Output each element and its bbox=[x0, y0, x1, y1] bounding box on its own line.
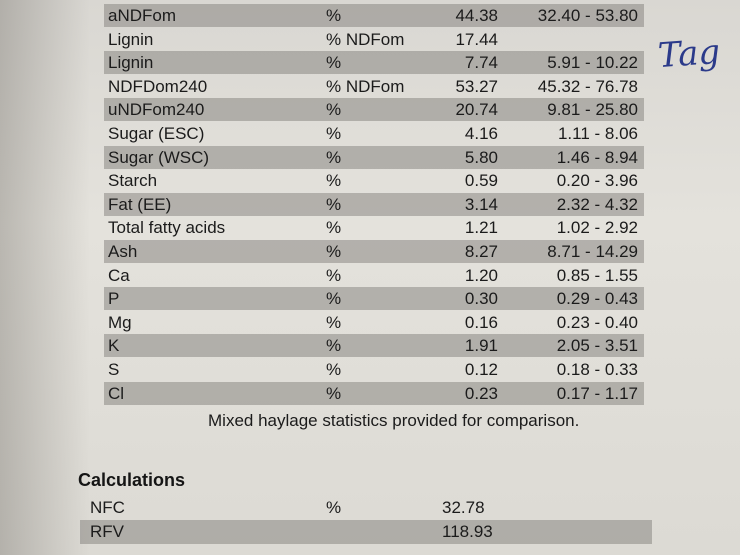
unit-cell: % NDFom bbox=[326, 29, 405, 49]
nutrient-name: S bbox=[108, 360, 120, 379]
nutrient-name: Sugar (ESC) bbox=[108, 124, 205, 143]
unit-cell: % bbox=[326, 171, 342, 191]
table-row: Sugar (WSC)% 5.80 1.46 - 8.94 bbox=[104, 145, 644, 169]
comparison-note: Mixed haylage statistics provided for co… bbox=[208, 411, 580, 430]
calc-row: RFV 118.93 bbox=[80, 520, 652, 544]
nutrient-name: Total fatty acids bbox=[108, 218, 226, 238]
value-cell: 5.80 bbox=[464, 147, 498, 167]
range-cell: 1.02 - 2.92 bbox=[556, 218, 638, 238]
nutrient-name: Fat (EE) bbox=[108, 194, 172, 214]
nutrient-name: Ash bbox=[108, 242, 138, 261]
table-row: Cl% 0.23 0.17 - 1.17 bbox=[104, 381, 644, 405]
range-cell: 0.23 - 0.40 bbox=[556, 312, 638, 332]
unit-cell: % bbox=[326, 383, 342, 403]
calc-value: 118.93 bbox=[442, 522, 493, 541]
nutrient-name: Lignin bbox=[108, 53, 154, 73]
range-cell: 2.05 - 3.51 bbox=[556, 336, 638, 356]
range-cell: 45.32 - 76.78 bbox=[537, 76, 638, 96]
value-cell: 0.12 bbox=[464, 360, 498, 379]
table-row: S% 0.12 0.18 - 0.33 bbox=[104, 358, 644, 381]
nutrient-name: NDFDom240 bbox=[108, 76, 208, 96]
unit-cell: % bbox=[326, 6, 342, 25]
range-cell: 2.32 - 4.32 bbox=[556, 194, 638, 214]
table-row: Fat (EE)% 3.14 2.32 - 4.32 bbox=[104, 192, 644, 216]
table-row: Sugar (ESC)% 4.16 1.11 - 8.06 bbox=[104, 122, 644, 145]
table-row: Lignin % NDFom 17.44 bbox=[104, 28, 644, 51]
unit-cell: % bbox=[326, 100, 342, 120]
unit-cell: % bbox=[326, 242, 342, 261]
table-row: Total fatty acids% 1.21 1.02 - 2.92 bbox=[104, 216, 644, 239]
value-cell: 0.59 bbox=[464, 171, 498, 191]
range-cell: 9.81 - 25.80 bbox=[547, 100, 638, 120]
unit-cell: % bbox=[326, 218, 342, 238]
unit-cell: % bbox=[326, 312, 342, 332]
unit-cell: % bbox=[326, 336, 342, 356]
value-cell: 44.38 bbox=[455, 6, 498, 25]
nutrient-name: Starch bbox=[108, 171, 158, 191]
unit-cell: % bbox=[326, 147, 342, 167]
page-shadow bbox=[0, 0, 90, 555]
value-cell: 3.14 bbox=[464, 194, 498, 214]
calc-name: RFV bbox=[90, 522, 124, 541]
range-cell: 1.11 - 8.06 bbox=[557, 124, 638, 143]
value-cell: 1.20 bbox=[464, 265, 498, 285]
value-cell: 20.74 bbox=[455, 100, 498, 120]
value-cell: 7.74 bbox=[464, 53, 498, 73]
range-cell: 0.85 - 1.55 bbox=[556, 265, 638, 285]
value-cell: 0.23 bbox=[464, 383, 498, 403]
value-cell: 17.44 bbox=[455, 29, 498, 49]
range-cell: 0.20 - 3.96 bbox=[556, 171, 638, 191]
value-cell: 53.27 bbox=[455, 76, 498, 96]
table-row: Mg% 0.16 0.23 - 0.40 bbox=[104, 311, 644, 334]
unit-cell: % bbox=[326, 124, 342, 143]
calc-row: NFC% 32.78 bbox=[80, 496, 652, 520]
range-cell: 8.71 - 14.29 bbox=[547, 242, 638, 261]
value-cell: 0.30 bbox=[464, 289, 498, 309]
table-row: NDFDom240 % NDFom 53.27 45.32 - 76.78 bbox=[104, 75, 644, 98]
table-row: K% 1.91 2.05 - 3.51 bbox=[104, 334, 644, 358]
calculations-heading: Calculations bbox=[78, 470, 186, 490]
value-cell: 8.27 bbox=[464, 242, 498, 261]
table-row: P% 0.30 0.29 - 0.43 bbox=[104, 287, 644, 311]
table-row: uNDFom240% 20.74 9.81 - 25.80 bbox=[104, 98, 644, 122]
value-cell: 1.91 bbox=[464, 336, 498, 356]
nutrient-name: Cl bbox=[108, 383, 125, 403]
unit-cell: % bbox=[326, 53, 342, 73]
nutrient-name: Mg bbox=[108, 312, 132, 332]
table-row: Starch% 0.59 0.20 - 3.96 bbox=[104, 169, 644, 192]
range-cell: 0.29 - 0.43 bbox=[556, 289, 638, 309]
value-cell: 1.21 bbox=[464, 218, 498, 238]
table-row: Lignin% 7.74 5.91 - 10.22 bbox=[104, 51, 644, 75]
unit-cell: % NDFom bbox=[326, 76, 405, 96]
nutrient-name: Ca bbox=[108, 265, 130, 285]
handwritten-note: Tag bbox=[656, 31, 722, 77]
table-row: Ca% 1.20 0.85 - 1.55 bbox=[104, 264, 644, 287]
table-row: Ash% 8.27 8.71 - 14.29 bbox=[104, 240, 644, 263]
range-cell: 32.40 - 53.80 bbox=[537, 6, 638, 25]
value-cell: 0.16 bbox=[464, 312, 498, 332]
unit-cell: % bbox=[326, 194, 342, 214]
range-cell: 1.46 - 8.94 bbox=[556, 147, 638, 167]
range-cell: 0.18 - 0.33 bbox=[556, 360, 638, 379]
table-row: aNDFom% 44.38 32.40 - 53.80 bbox=[104, 4, 644, 27]
nutrient-name: Lignin bbox=[108, 29, 154, 49]
nutrient-name: K bbox=[108, 336, 120, 356]
unit-cell: % bbox=[326, 289, 342, 309]
range-cell: 5.91 - 10.22 bbox=[547, 53, 638, 73]
nutrient-name: uNDFom240 bbox=[108, 100, 205, 120]
range-cell: 0.17 - 1.17 bbox=[556, 383, 638, 403]
calc-unit: % bbox=[326, 498, 342, 517]
value-cell: 4.16 bbox=[464, 124, 498, 143]
nutrient-name: P bbox=[108, 289, 120, 309]
unit-cell: % bbox=[326, 360, 342, 379]
nutrient-name: Sugar (WSC) bbox=[108, 147, 210, 167]
nutrient-name: aNDFom bbox=[108, 6, 177, 25]
unit-cell: % bbox=[326, 265, 342, 285]
calc-name: NFC bbox=[90, 498, 125, 517]
calc-value: 32.78 bbox=[442, 498, 485, 517]
